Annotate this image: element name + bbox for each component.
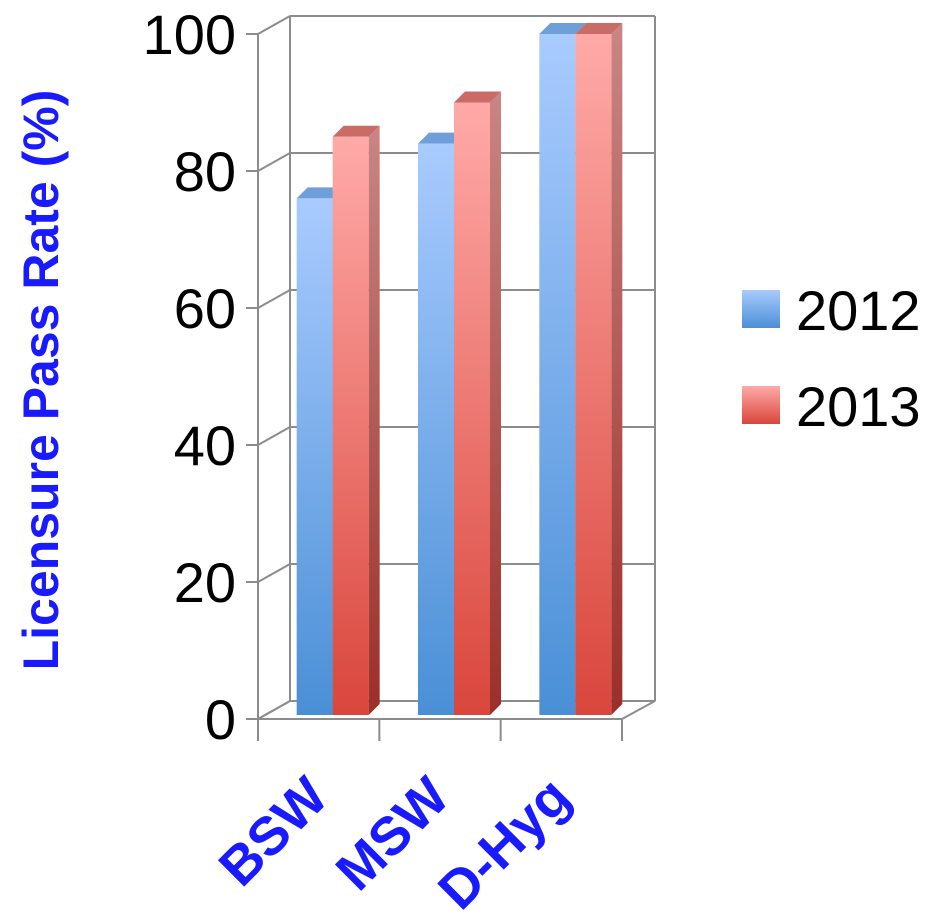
gridline-side	[257, 563, 291, 583]
bar-top	[539, 23, 587, 34]
bar	[575, 34, 612, 715]
bar-top	[454, 91, 501, 103]
y-tick-label: 0	[205, 688, 236, 751]
bar	[332, 136, 369, 715]
legend: 2012 2013	[742, 279, 921, 438]
bar	[454, 102, 490, 715]
bar-BSW-2013	[332, 125, 380, 715]
legend-label: 2012	[796, 279, 921, 342]
legend-swatch	[742, 290, 780, 328]
gridline-side	[257, 152, 291, 172]
bar-top	[418, 132, 465, 144]
bar	[539, 34, 576, 715]
bar-top	[332, 125, 380, 137]
y-tick-label: 80	[174, 140, 236, 203]
bar-side	[490, 91, 501, 715]
legend-item-2012: 2012	[742, 279, 921, 342]
bar-side	[611, 23, 623, 715]
bar-MSW-2013	[454, 91, 501, 715]
legend-swatch	[742, 386, 780, 424]
y-tick-label: 60	[174, 277, 236, 340]
bar-side	[368, 125, 380, 715]
bar	[418, 143, 454, 716]
legend-label: 2013	[796, 375, 921, 438]
x-tick-label: BSW	[208, 766, 340, 898]
bars-layer	[296, 23, 623, 716]
y-axis-title: Licensure Pass Rate (%)	[13, 90, 69, 671]
bar-top	[296, 187, 344, 199]
gridline-side	[257, 15, 291, 35]
bar-D-Hyg-2013	[575, 23, 623, 715]
gridline-side	[257, 289, 291, 309]
bar	[296, 198, 333, 715]
bar-top	[575, 23, 623, 34]
y-tick-label: 100	[143, 3, 236, 66]
x-tick-label: D-Hyg	[427, 766, 582, 914]
gridline-side	[257, 426, 291, 446]
y-tick-label: 40	[174, 414, 236, 477]
y-tick-label: 20	[174, 551, 236, 614]
legend-item-2013: 2013	[742, 375, 921, 438]
